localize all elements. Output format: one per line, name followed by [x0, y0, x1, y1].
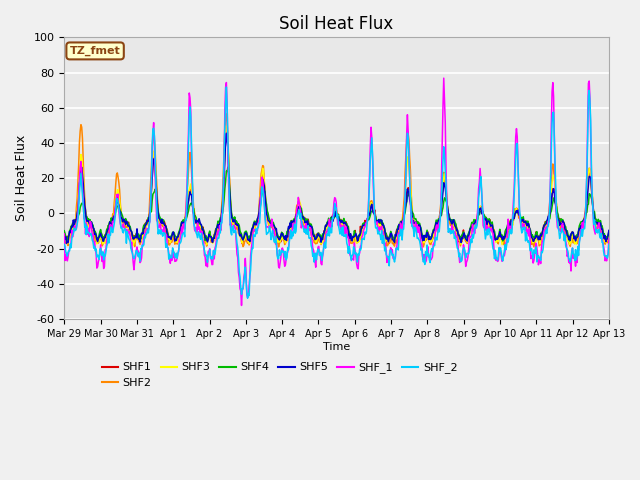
SHF_1	[605, 236, 612, 241]
SHF4	[419, 233, 427, 239]
SHF1	[605, 228, 612, 234]
SHF3	[404, 154, 412, 159]
SHF_2	[70, 226, 78, 231]
SHF5	[182, 215, 190, 221]
SHF2	[182, 211, 189, 217]
SHF3	[129, 243, 137, 249]
SHF_2	[211, 252, 218, 258]
Line: SHF5: SHF5	[64, 133, 609, 243]
SHF_1	[419, 257, 427, 263]
SHF4	[404, 193, 412, 199]
SHF4	[499, 238, 507, 244]
SHF1	[404, 185, 412, 191]
SHF4	[70, 218, 78, 224]
SHF4	[60, 228, 68, 234]
SHF1	[70, 220, 78, 226]
SHF2	[70, 223, 78, 229]
SHF3	[420, 240, 428, 246]
Title: Soil Heat Flux: Soil Heat Flux	[280, 15, 394, 33]
SHF_2	[404, 134, 412, 140]
SHF4	[126, 224, 134, 229]
SHF_2	[126, 239, 134, 244]
SHF2	[126, 232, 134, 238]
SHF4	[182, 214, 189, 220]
SHF5	[420, 238, 428, 243]
SHF3	[126, 229, 134, 235]
SHF_2	[605, 241, 612, 247]
SHF_2	[182, 216, 189, 222]
SHF5	[211, 232, 219, 238]
SHF_2	[420, 257, 428, 263]
SHF3	[182, 213, 190, 219]
SHF_1	[70, 228, 78, 233]
SHF_1	[237, 302, 245, 308]
SHF4	[211, 232, 218, 238]
SHF5	[127, 228, 135, 234]
Line: SHF_2: SHF_2	[64, 87, 609, 298]
SHF5	[71, 220, 79, 226]
SHF2	[404, 131, 412, 137]
Line: SHF3: SHF3	[64, 126, 609, 246]
SHF4	[605, 229, 612, 235]
Y-axis label: Soil Heat Flux: Soil Heat Flux	[15, 135, 28, 221]
SHF1	[211, 231, 218, 237]
SHF1	[390, 241, 397, 247]
SHF5	[63, 240, 70, 246]
Line: SHF_1: SHF_1	[64, 78, 609, 305]
SHF1	[420, 236, 428, 242]
SHF_2	[223, 84, 230, 90]
Line: SHF2: SHF2	[64, 114, 609, 247]
X-axis label: Time: Time	[323, 342, 350, 351]
SHF5	[605, 228, 612, 233]
SHF5	[60, 233, 68, 239]
SHF1	[60, 230, 68, 236]
SHF5	[404, 189, 412, 194]
Text: TZ_fmet: TZ_fmet	[70, 46, 120, 56]
SHF_1	[440, 75, 447, 81]
SHF3	[605, 233, 612, 239]
SHF1	[126, 225, 134, 231]
SHF_2	[244, 295, 252, 301]
SHF2	[605, 231, 612, 237]
SHF_1	[211, 256, 218, 262]
SHF2	[223, 111, 230, 117]
SHF5	[223, 131, 230, 136]
Legend: SHF1, SHF2, SHF3, SHF4, SHF5, SHF_1, SHF_2: SHF1, SHF2, SHF3, SHF4, SHF5, SHF_1, SHF…	[97, 358, 462, 392]
Line: SHF4: SHF4	[64, 167, 609, 241]
SHF3	[60, 232, 68, 238]
SHF2	[420, 241, 428, 247]
SHF_2	[60, 241, 68, 247]
SHF2	[275, 244, 282, 250]
SHF2	[211, 236, 218, 241]
Line: SHF1: SHF1	[64, 128, 609, 244]
SHF1	[223, 125, 231, 131]
SHF1	[182, 217, 189, 223]
SHF2	[60, 235, 68, 241]
SHF3	[70, 221, 78, 227]
SHF_1	[404, 112, 412, 118]
SHF4	[224, 164, 232, 170]
SHF3	[211, 233, 219, 239]
SHF3	[223, 123, 230, 129]
SHF_1	[60, 231, 68, 237]
SHF_1	[182, 219, 189, 225]
SHF_1	[126, 233, 134, 239]
